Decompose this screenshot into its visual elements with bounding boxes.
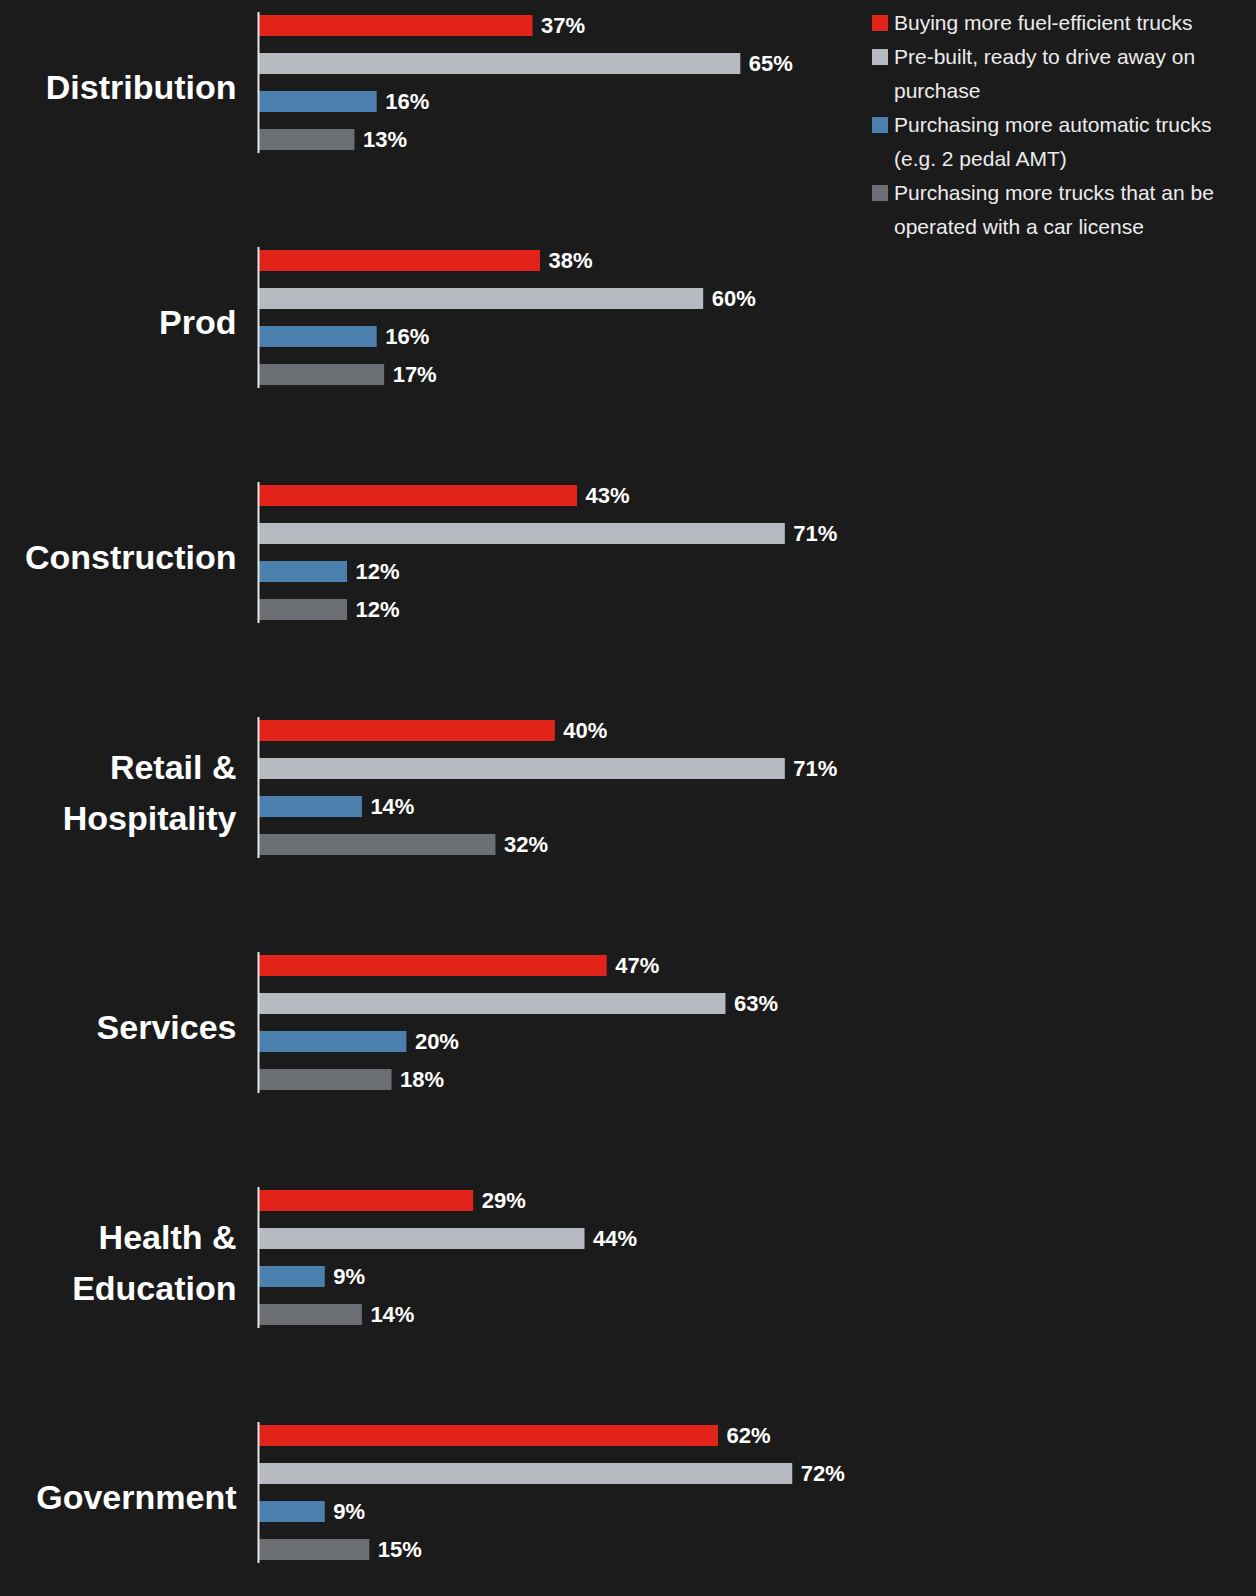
svg-text:71%: 71% xyxy=(793,756,837,781)
svg-text:32%: 32% xyxy=(504,832,548,857)
svg-text:62%: 62% xyxy=(727,1423,771,1448)
svg-text:15%: 15% xyxy=(378,1537,422,1562)
html-text:Buying more fuel-efficient tru: Buying more fuel-efficient trucks xyxy=(894,11,1193,34)
svg-text:12%: 12% xyxy=(356,597,400,622)
svg-text:47%: 47% xyxy=(615,953,659,978)
html-text:Purchasing more trucks that an: Purchasing more trucks that an be operat… xyxy=(894,181,1214,238)
svg-text:63%: 63% xyxy=(734,991,778,1016)
svg-text:12%: 12% xyxy=(356,559,400,584)
svg-text:20%: 20% xyxy=(415,1029,459,1054)
svg-text:38%: 38% xyxy=(548,248,592,273)
svg-text:Health &Education: Health &Education xyxy=(72,1218,236,1307)
svg-text:44%: 44% xyxy=(593,1226,637,1251)
svg-text:18%: 18% xyxy=(400,1067,444,1092)
html-text:Pre-built, ready to drive away: Pre-built, ready to drive away on purcha… xyxy=(894,45,1196,102)
svg-text:14%: 14% xyxy=(370,1302,414,1327)
svg-text:40%: 40% xyxy=(563,718,607,743)
svg-text:72%: 72% xyxy=(801,1461,845,1486)
svg-text:65%: 65% xyxy=(749,51,793,76)
svg-text:Construction: Construction xyxy=(25,538,237,576)
svg-text:60%: 60% xyxy=(712,286,756,311)
svg-text:Retail &Hospitality: Retail &Hospitality xyxy=(63,748,237,837)
svg-text:29%: 29% xyxy=(482,1188,526,1213)
svg-text:Services: Services xyxy=(97,1008,237,1046)
html-text:Purchasing more automatic truc: Purchasing more automatic trucks (e.g. 2… xyxy=(894,113,1212,170)
svg-text:Distribution: Distribution xyxy=(46,68,237,106)
svg-text:16%: 16% xyxy=(385,89,429,114)
svg-text:43%: 43% xyxy=(586,483,630,508)
svg-text:Prod: Prod xyxy=(159,303,236,341)
svg-text:17%: 17% xyxy=(393,362,437,387)
svg-text:71%: 71% xyxy=(793,521,837,546)
svg-text:Government: Government xyxy=(36,1478,236,1516)
svg-text:9%: 9% xyxy=(333,1499,365,1524)
svg-text:37%: 37% xyxy=(541,13,585,38)
svg-text:16%: 16% xyxy=(385,324,429,349)
svg-text:13%: 13% xyxy=(363,127,407,152)
svg-text:9%: 9% xyxy=(333,1264,365,1289)
svg-text:14%: 14% xyxy=(370,794,414,819)
